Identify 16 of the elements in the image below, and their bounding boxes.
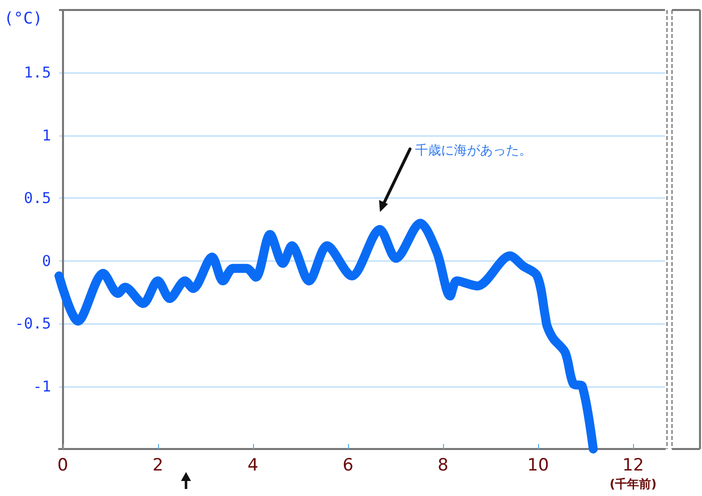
y-tick-label: 1.5 xyxy=(24,64,51,82)
x-tick-label: 8 xyxy=(438,456,448,476)
x-axis-title: (千年前) xyxy=(610,477,657,491)
y-tick-label: 0 xyxy=(42,252,51,270)
x-tick-label: 10 xyxy=(527,456,549,476)
y-axis-title: (°C) xyxy=(4,8,43,28)
y-tick-label: -1 xyxy=(32,377,51,396)
x-tick-label: 2 xyxy=(152,456,164,476)
x-tick-label: 4 xyxy=(248,456,258,476)
x-tick-label: 0 xyxy=(57,456,68,476)
annotation: 千歳に海があった。 xyxy=(415,144,532,158)
y-tick-label: 0.5 xyxy=(24,189,51,208)
y-tick-label: -0.5 xyxy=(14,314,51,333)
x-tick-label: 12 xyxy=(622,456,644,476)
x-tick-label: 6 xyxy=(342,456,354,476)
y-tick-label: 1 xyxy=(42,126,51,144)
